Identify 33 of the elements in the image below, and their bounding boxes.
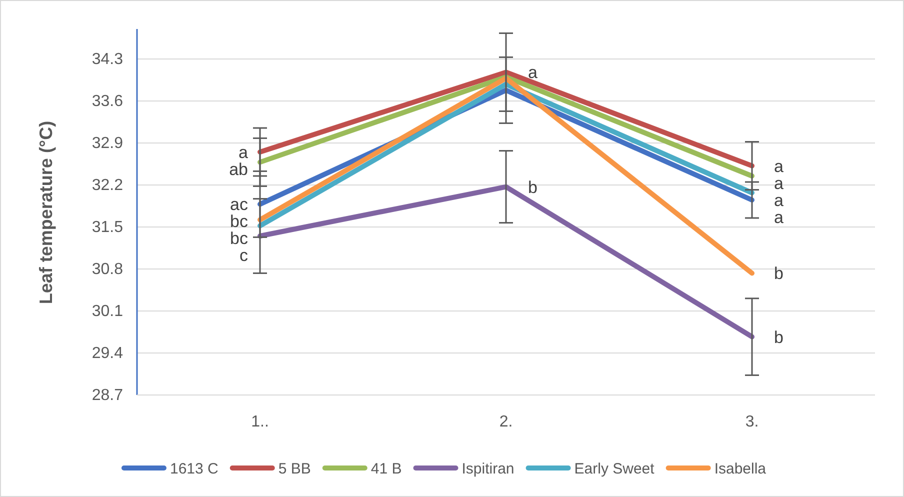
y-tick-label: 31.5 xyxy=(92,219,124,236)
annotation: ac xyxy=(230,195,248,214)
annotation: b xyxy=(528,178,538,197)
annotation: b xyxy=(774,328,784,347)
annotation: bc xyxy=(230,212,248,232)
annotation: a xyxy=(774,156,784,176)
x-tick-label: 3. xyxy=(745,413,759,430)
annotation: a xyxy=(528,63,538,82)
legend-label: Ispitiran xyxy=(462,460,514,478)
y-axis-title: Leaf temperature (°C) xyxy=(36,120,56,304)
annotation: c xyxy=(240,246,248,266)
y-tick-label: 30.8 xyxy=(92,261,124,278)
legend-label: Isabella xyxy=(714,460,767,478)
y-tick-label: 29.4 xyxy=(92,345,124,362)
y-tick-label: 34.3 xyxy=(92,51,124,68)
annotation: b xyxy=(774,264,784,284)
x-tick-label: 2. xyxy=(499,413,513,430)
y-tick-label: 32.9 xyxy=(92,135,124,152)
legend-label: 41 B xyxy=(370,460,402,478)
annotation: a xyxy=(774,190,784,210)
x-tick-label: 1.. xyxy=(251,413,269,430)
y-tick-label: 33.6 xyxy=(92,93,124,110)
annotation: a xyxy=(774,174,784,193)
annotation: a xyxy=(238,142,249,162)
annotation: bc xyxy=(230,229,248,248)
legend-label: 1613 C xyxy=(170,460,219,478)
legend-label: Early Sweet xyxy=(574,460,656,478)
annotation: ab xyxy=(229,160,248,179)
y-tick-label: 28.7 xyxy=(92,387,124,404)
legend-label: 5 BB xyxy=(278,460,311,478)
y-tick-label: 30.1 xyxy=(92,303,124,320)
y-tick-label: 32.2 xyxy=(92,177,124,194)
annotation: a xyxy=(774,208,784,227)
